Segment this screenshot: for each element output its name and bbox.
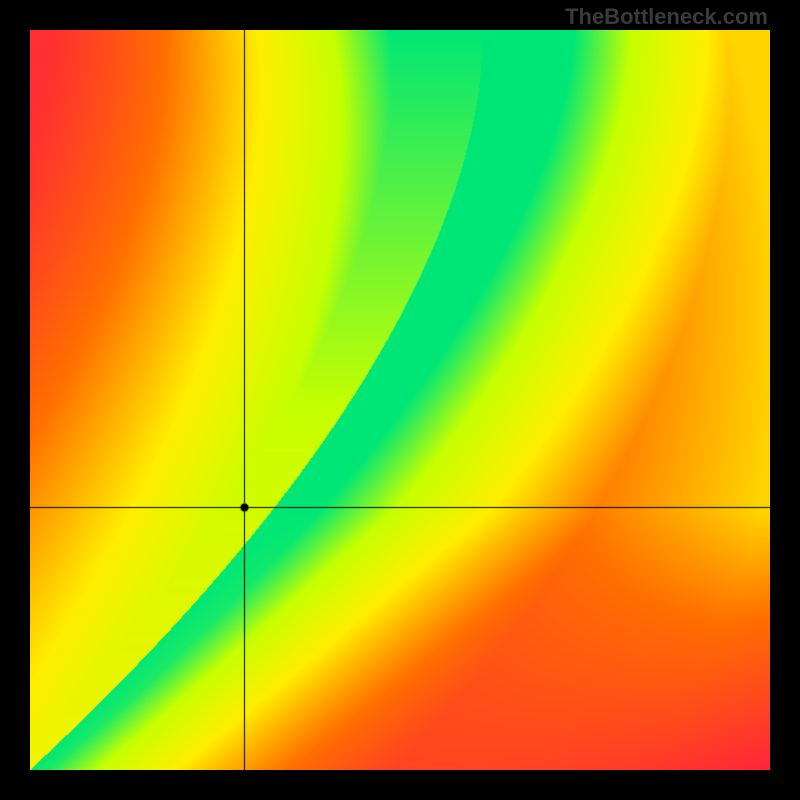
chart-container: { "canvas": { "width": 800, "height": 80… bbox=[0, 0, 800, 800]
watermark-text: TheBottleneck.com bbox=[565, 4, 768, 30]
heatmap-canvas bbox=[30, 30, 770, 770]
